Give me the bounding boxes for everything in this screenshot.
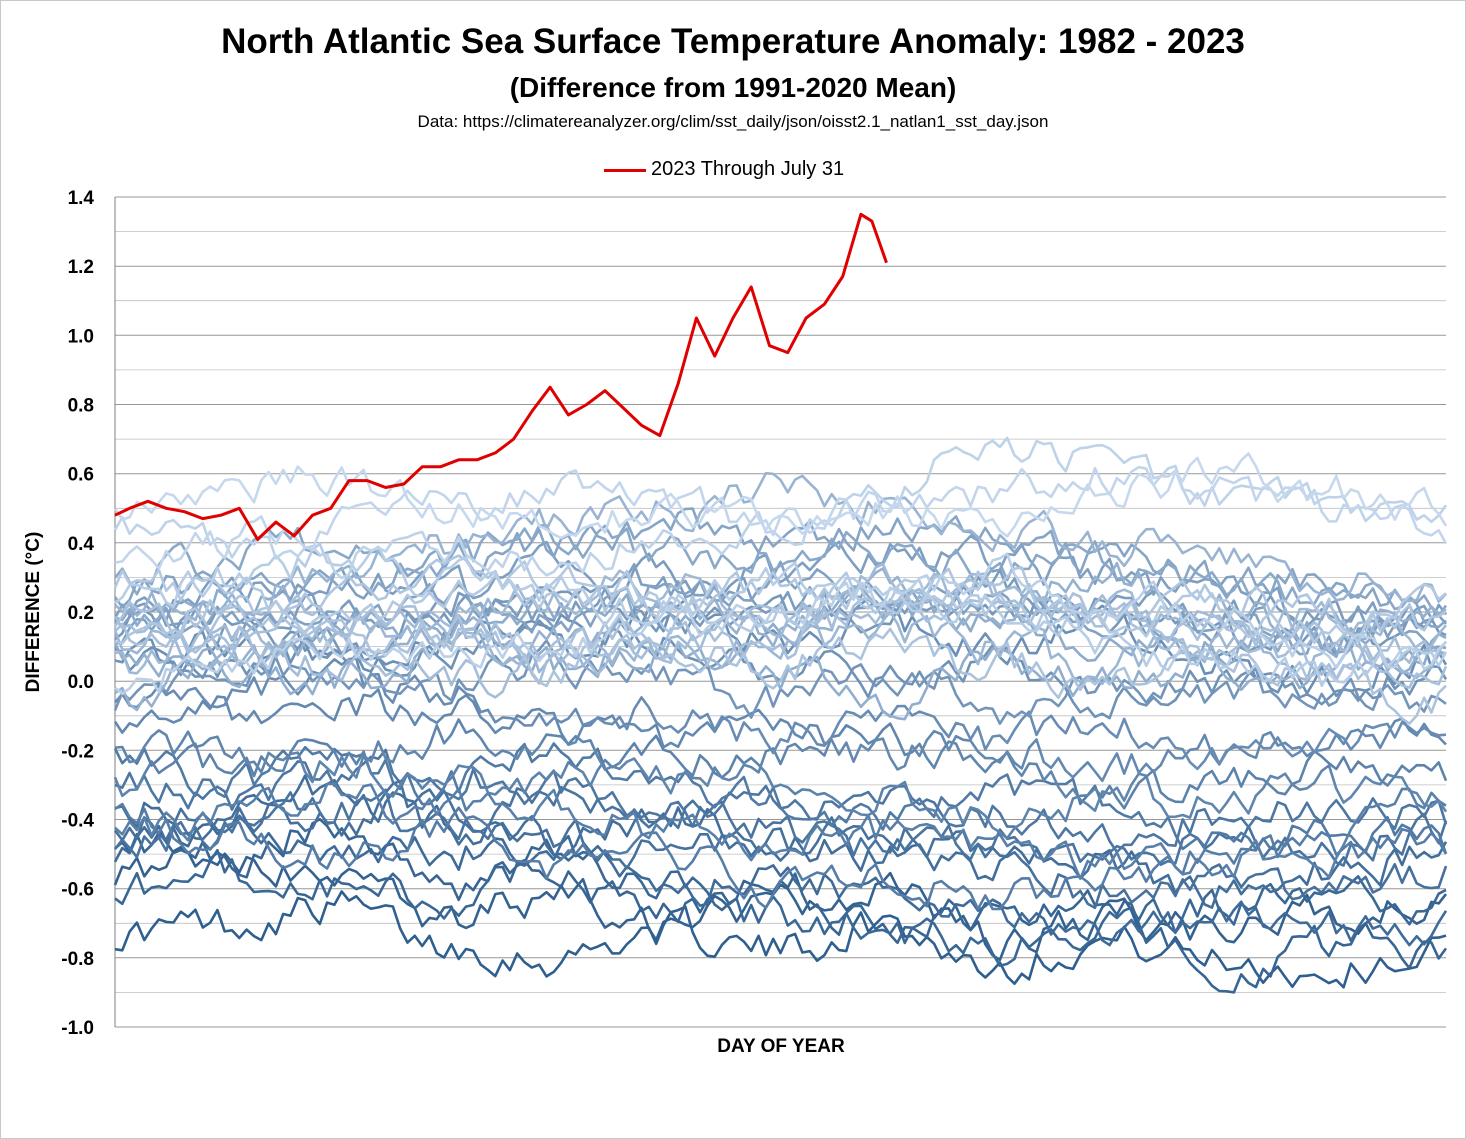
series-line-2015 bbox=[113, 600, 1447, 725]
series-line-1996 bbox=[113, 688, 1447, 783]
highlight-line-layer bbox=[114, 212, 888, 541]
y-tick-label: 0.2 bbox=[68, 603, 94, 624]
series-line-1991 bbox=[113, 742, 1448, 855]
y-tick-label: 0.4 bbox=[68, 534, 95, 555]
y-tick-label: -0.6 bbox=[61, 880, 94, 901]
y-tick-label: 0.8 bbox=[68, 396, 94, 417]
legend-swatch-2023 bbox=[604, 169, 646, 172]
series-line-2010 bbox=[114, 471, 1447, 622]
y-tick-label: -1.0 bbox=[61, 1018, 94, 1039]
series-line-2020 bbox=[113, 436, 1448, 580]
y-tick-label: 1.0 bbox=[68, 326, 94, 347]
y-tick-label: 0.0 bbox=[68, 672, 94, 693]
series-line-1983 bbox=[113, 846, 1448, 962]
series-line-1995 bbox=[114, 718, 1448, 819]
series-line-2022 bbox=[113, 452, 1448, 540]
historical-year-lines bbox=[113, 436, 1448, 994]
series-line-1985 bbox=[114, 838, 1447, 967]
series-line-1982 bbox=[114, 890, 1447, 989]
data-source-note: Data: https://climatereanalyzer.org/clim… bbox=[417, 112, 1049, 131]
series-line-1997 bbox=[114, 657, 1447, 771]
legend-label-2023: 2023 Through July 31 bbox=[651, 158, 845, 180]
x-axis-label: DAY OF YEAR bbox=[717, 1036, 845, 1057]
series-line-1993 bbox=[114, 782, 1447, 880]
y-tick-label: 1.4 bbox=[68, 188, 95, 209]
series-line-1987 bbox=[114, 774, 1448, 909]
y-tick-label: 1.2 bbox=[68, 257, 94, 278]
series-line-1988 bbox=[113, 779, 1448, 910]
chart-subtitle: (Difference from 1991-2020 Mean) bbox=[509, 72, 957, 103]
series-line-2005 bbox=[113, 507, 1447, 629]
series-line-2008 bbox=[113, 627, 1447, 721]
y-tick-label: 0.6 bbox=[68, 465, 94, 486]
series-line-2023 bbox=[114, 212, 888, 541]
y-tick-label: -0.4 bbox=[61, 811, 94, 832]
y-tick-label: -0.8 bbox=[61, 949, 94, 970]
series-line-2006 bbox=[113, 524, 1448, 617]
series-line-1986 bbox=[113, 814, 1448, 947]
series-line-2017 bbox=[113, 560, 1447, 644]
series-line-1992 bbox=[114, 802, 1448, 911]
series-line-2019 bbox=[114, 552, 1447, 696]
series-line-2007 bbox=[114, 584, 1447, 667]
series-line-1994 bbox=[113, 734, 1448, 840]
y-tick-labels: 1.4 1.2 1.0 0.8 0.6 0.4 0.2 0.0 -0.2 -0.4 -0.6 -0.8… bbox=[61, 188, 94, 1039]
series-line-2016 bbox=[114, 554, 1447, 645]
series-line-2018 bbox=[114, 542, 1448, 688]
series-line-1989 bbox=[113, 785, 1448, 867]
y-tick-label: -0.2 bbox=[61, 741, 94, 762]
chart-title: North Atlantic Sea Surface Temperature A… bbox=[221, 22, 1245, 61]
